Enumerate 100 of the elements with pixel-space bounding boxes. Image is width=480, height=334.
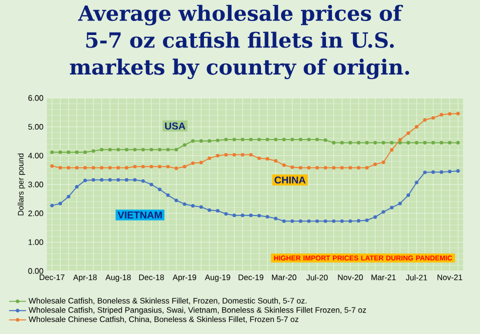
point (141, 148, 145, 152)
point (124, 178, 128, 182)
point (182, 202, 186, 206)
point (92, 166, 96, 170)
point (332, 219, 336, 223)
point (232, 153, 236, 157)
point (315, 166, 319, 170)
point (191, 161, 195, 165)
point (141, 179, 145, 183)
point (141, 164, 145, 168)
point (315, 219, 319, 223)
point (199, 139, 203, 143)
point (240, 153, 244, 157)
point (166, 164, 170, 168)
point (406, 140, 410, 144)
point (108, 178, 112, 182)
point (216, 154, 220, 158)
point (182, 143, 186, 147)
point (92, 149, 96, 153)
point (448, 170, 452, 174)
point (398, 202, 402, 206)
chart-title: Average wholesale prices of 5-7 oz catfish fillets in U.S. markets by country of origin. (70, 4, 410, 80)
point (290, 165, 294, 169)
point (208, 139, 212, 143)
point (307, 138, 311, 142)
point (324, 166, 328, 170)
point (332, 166, 336, 170)
point (133, 164, 137, 168)
point (240, 214, 244, 218)
point (199, 205, 203, 209)
point (373, 140, 377, 144)
point (50, 150, 54, 154)
point (365, 140, 369, 144)
point (406, 193, 410, 197)
point (340, 219, 344, 223)
point (224, 212, 228, 216)
point (232, 214, 236, 218)
point (150, 182, 154, 186)
point (324, 138, 328, 142)
point (373, 162, 377, 166)
point (340, 140, 344, 144)
point (100, 166, 104, 170)
point (324, 219, 328, 223)
point (348, 140, 352, 144)
point (373, 215, 377, 219)
point (124, 148, 128, 152)
point (224, 153, 228, 157)
point (58, 150, 62, 154)
point (83, 166, 87, 170)
annotation: USA (165, 122, 186, 130)
point (100, 178, 104, 182)
point (440, 170, 444, 174)
point (257, 138, 261, 142)
point (431, 140, 435, 144)
point (356, 140, 360, 144)
point (332, 140, 336, 144)
point (249, 138, 253, 142)
point (124, 166, 128, 170)
point (66, 150, 70, 154)
point (216, 138, 220, 142)
point (414, 125, 418, 129)
point (83, 178, 87, 182)
point (191, 139, 195, 143)
point (282, 163, 286, 167)
point (257, 156, 261, 160)
point (315, 138, 319, 142)
point (398, 140, 402, 144)
point (257, 214, 261, 218)
point (266, 157, 270, 161)
point (356, 219, 360, 223)
point (365, 218, 369, 222)
point (133, 178, 137, 182)
point (199, 160, 203, 164)
point (390, 148, 394, 152)
point (75, 166, 79, 170)
point (456, 140, 460, 144)
point (66, 166, 70, 170)
point (390, 140, 394, 144)
point (75, 150, 79, 154)
point (290, 138, 294, 142)
point (274, 159, 278, 163)
point (166, 148, 170, 152)
point (390, 206, 394, 210)
point (158, 164, 162, 168)
point (414, 140, 418, 144)
point (100, 148, 104, 152)
point (431, 170, 435, 174)
point (431, 116, 435, 120)
point (66, 194, 70, 198)
point (440, 112, 444, 117)
point (382, 210, 386, 214)
point (348, 166, 352, 170)
point (423, 170, 427, 174)
point (75, 185, 79, 189)
point (158, 188, 162, 192)
annotation: CHINA (274, 176, 306, 184)
point (290, 219, 294, 223)
point (232, 138, 236, 142)
point (298, 138, 302, 142)
point (158, 148, 162, 152)
